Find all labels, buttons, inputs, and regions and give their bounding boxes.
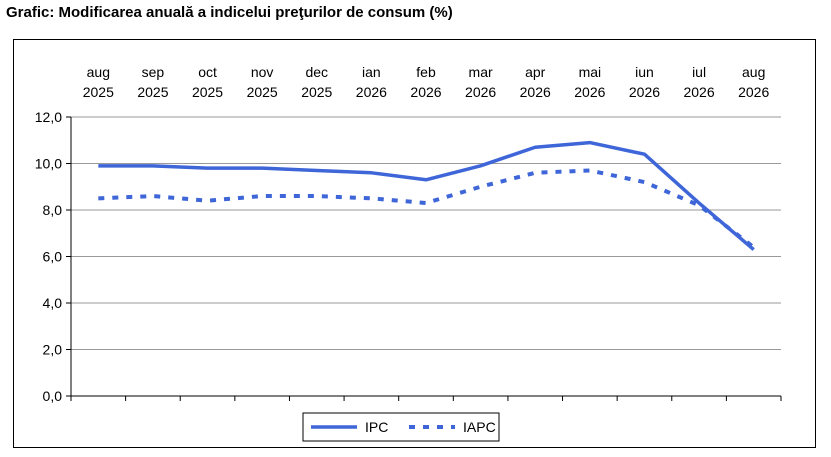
series-line-iapc [98, 168, 755, 249]
x-category-year: 2026 [629, 84, 660, 100]
x-category-year: 2026 [465, 84, 496, 100]
x-category-month: oct [198, 64, 217, 80]
x-category-month: nov [251, 64, 274, 80]
legend-label-iapc: IAPC [463, 419, 496, 435]
chart-frame: 12,0 10,0 8,0 6,0 4,0 2,0 0,0 aug 2025 sep 2025 oc… [13, 39, 816, 448]
y-tick-labels: 12,0 10,0 8,0 6,0 4,0 2,0 0,0 [35, 109, 62, 404]
chart-title: Grafic: Modificarea anuală a indicelui p… [6, 4, 453, 21]
x-category-year: 2026 [356, 84, 387, 100]
legend: IPC IAPC [302, 412, 500, 442]
x-category-year: 2026 [410, 84, 441, 100]
axes [66, 116, 782, 401]
y-tick-label: 0,0 [43, 388, 63, 404]
y-tick-label: 8,0 [43, 202, 63, 218]
x-category-month: iul [692, 64, 706, 80]
y-tick-label: 12,0 [35, 109, 62, 125]
x-category-year: 2025 [247, 84, 278, 100]
x-category-month: mar [469, 64, 493, 80]
y-tick-label: 4,0 [43, 295, 63, 311]
line-chart: 12,0 10,0 8,0 6,0 4,0 2,0 0,0 aug 2025 sep 2025 oc… [35, 64, 782, 442]
x-category-month: feb [416, 64, 436, 80]
x-category-year: 2026 [520, 84, 551, 100]
x-category-month: mai [579, 64, 602, 80]
x-category-month: sep [142, 64, 165, 80]
x-category-year: 2026 [683, 84, 714, 100]
series-lines [98, 140, 755, 251]
y-tick-label: 2,0 [43, 342, 63, 358]
gridlines [71, 116, 781, 350]
x-category-year: 2025 [301, 84, 332, 100]
x-category-month: apr [525, 64, 546, 80]
y-tick-label: 10,0 [35, 156, 62, 172]
series-line-ipc [98, 140, 755, 251]
x-category-month: ian [362, 64, 381, 80]
x-category-month: iun [635, 64, 654, 80]
x-category-year: 2026 [738, 84, 769, 100]
x-category-month: aug [87, 64, 110, 80]
y-tick-label: 6,0 [43, 249, 63, 265]
x-category-labels: aug 2025 sep 2025 oct 2025 nov 2025 dec 2025 ian 20… [83, 64, 770, 100]
x-category-year: 2025 [192, 84, 223, 100]
x-category-year: 2025 [83, 84, 114, 100]
legend-label-ipc: IPC [365, 419, 388, 435]
x-category-month: aug [742, 64, 765, 80]
x-category-month: dec [305, 64, 328, 80]
x-category-year: 2025 [137, 84, 168, 100]
x-category-year: 2026 [574, 84, 605, 100]
